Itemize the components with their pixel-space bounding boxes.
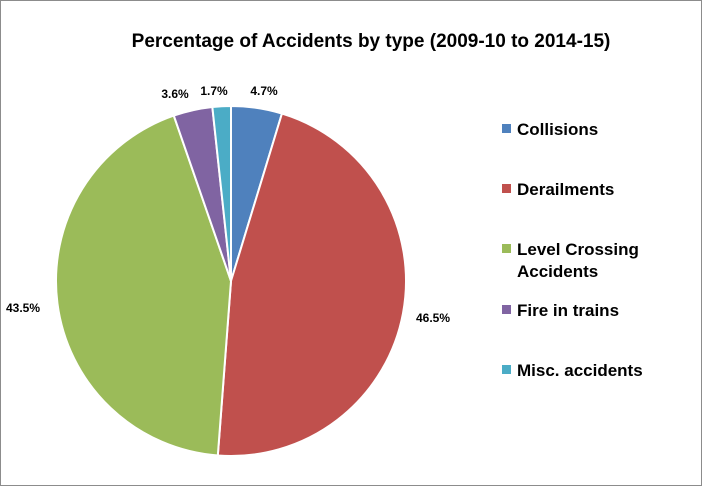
data-label-3: 3.6% — [161, 87, 189, 101]
chart-title: Percentage of Accidents by type (2009-10… — [131, 31, 611, 52]
data-label-0: 4.7% — [250, 84, 278, 98]
pie-slice-1 — [216, 112, 407, 457]
legend-swatch — [502, 124, 511, 133]
legend-swatch — [502, 184, 511, 193]
legend-label: Fire in trains — [517, 301, 620, 320]
data-label-1: 46.5% — [416, 311, 450, 325]
data-label-4: 1.7% — [200, 84, 228, 98]
data-label-2: 43.5% — [6, 301, 40, 315]
legend-label: Misc. accidents — [517, 361, 643, 380]
legend-swatch — [502, 244, 511, 253]
pie-slice-2 — [55, 114, 233, 457]
legend-label: Derailments — [517, 180, 615, 199]
pie-slice-4 — [211, 104, 232, 282]
legend-swatch — [502, 305, 511, 314]
legend-label: Collisions — [517, 120, 599, 139]
legend-swatch — [502, 365, 511, 374]
legend-label: Level Crossing Accidents — [517, 240, 639, 281]
